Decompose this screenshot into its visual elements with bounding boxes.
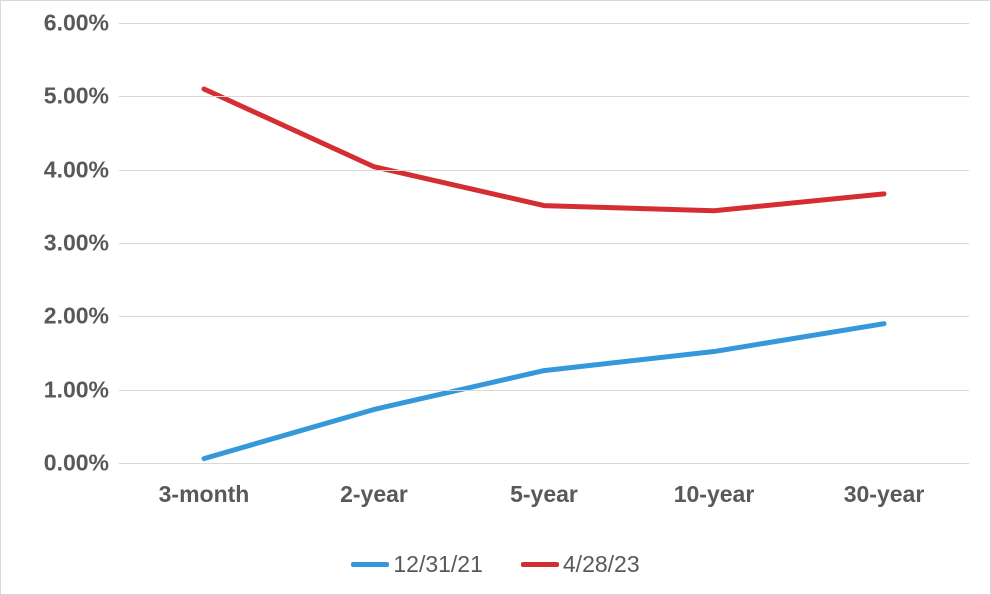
y-axis-tick-label: 1.00%: [44, 376, 119, 403]
x-axis-tick-label: 10-year: [674, 463, 755, 508]
legend-item: 12/31/21: [351, 551, 483, 578]
legend-swatch: [351, 562, 389, 567]
gridline: [119, 316, 969, 317]
y-axis-tick-label: 5.00%: [44, 83, 119, 110]
legend-item: 4/28/23: [521, 551, 640, 578]
y-axis-tick-label: 0.00%: [44, 450, 119, 477]
plot-area: 0.00%1.00%2.00%3.00%4.00%5.00%6.00%3-mon…: [119, 23, 969, 463]
legend-label: 4/28/23: [563, 551, 640, 578]
y-axis-tick-label: 2.00%: [44, 303, 119, 330]
series-line: [204, 89, 884, 211]
gridline: [119, 390, 969, 391]
x-axis-tick-label: 3-month: [159, 463, 250, 508]
y-axis-tick-label: 4.00%: [44, 156, 119, 183]
y-axis-tick-label: 6.00%: [44, 10, 119, 37]
x-axis-tick-label: 2-year: [340, 463, 408, 508]
legend: 12/31/21 4/28/23: [1, 551, 990, 578]
gridline: [119, 23, 969, 24]
series-line: [204, 324, 884, 459]
line-chart: 0.00% 1.00% 2.00% 3.00% 4.00% 5.00% 6.00% 3-mon…: [0, 0, 991, 595]
legend-swatch: [521, 562, 559, 567]
y-axis-tick-label: 3.00%: [44, 230, 119, 257]
gridline: [119, 96, 969, 97]
gridline: [119, 170, 969, 171]
x-axis-tick-label: 5-year: [510, 463, 578, 508]
legend-label: 12/31/21: [393, 551, 483, 578]
x-axis-tick-label: 30-year: [844, 463, 925, 508]
gridline: [119, 243, 969, 244]
